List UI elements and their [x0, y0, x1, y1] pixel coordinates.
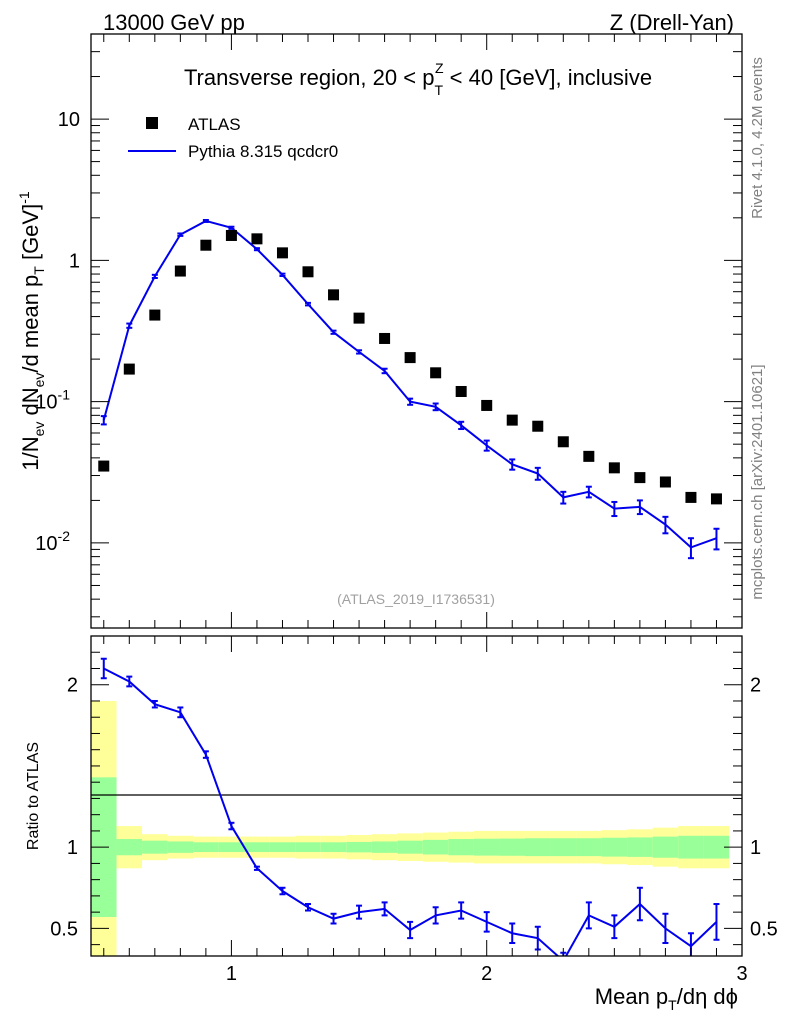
x-axis-label: Mean pT/dη dϕ [595, 984, 738, 1013]
ratio-y-tick-label-right: 0.5 [750, 918, 778, 940]
ratio-band-inner [499, 838, 525, 856]
data-point [174, 265, 186, 277]
ratio-y-label: Ratio to ATLAS [25, 742, 42, 850]
data-point [583, 450, 595, 462]
ratio-y-tick-label: 2 [67, 675, 78, 697]
ratio-band-inner [371, 841, 398, 853]
ratio-y-tick-label-right: 2 [750, 675, 761, 697]
main-y-tick-label: 1 [69, 250, 80, 272]
plot-title: Transverse region, 20 < pTZ < 40 [GeV], … [184, 60, 652, 98]
data-point [685, 491, 697, 503]
data-point [532, 420, 544, 432]
x-tick-label: 2 [481, 963, 492, 985]
data-point [98, 460, 110, 472]
ratio-y-tick-label: 1 [67, 837, 78, 859]
ratio-band-inner [218, 842, 245, 853]
data-point [430, 367, 442, 379]
data-point [149, 309, 161, 321]
ratio-band-inner [142, 840, 168, 854]
data-point [276, 247, 288, 259]
ratio-band-inner [448, 839, 474, 856]
ratio-y-tick-label: 0.5 [50, 918, 78, 940]
ratio-band-inner [473, 838, 500, 856]
data-point [481, 399, 493, 411]
legend-data-label: ATLAS [188, 115, 241, 134]
main-frame [90, 33, 743, 629]
ratio-band-inner [167, 841, 194, 853]
ratio-curve [103, 667, 718, 956]
analysis-id: (ATLAS_2019_I1736531) [337, 591, 495, 607]
ratio-band-inner [703, 835, 730, 859]
data-point [123, 363, 135, 375]
ratio-band-inner [550, 838, 577, 857]
ratio-band-inner [295, 842, 321, 853]
data-point [710, 493, 722, 505]
legend-mc-label: Pythia 8.315 qcdcr0 [188, 142, 338, 161]
data-point [557, 436, 569, 448]
data-point [506, 414, 518, 426]
ratio-band-inner [422, 839, 449, 855]
data-point [225, 229, 237, 241]
ratio-series-group [100, 657, 720, 956]
x-tick-label: 3 [736, 963, 747, 985]
main-y-tick-label: 10-2 [35, 528, 70, 555]
data-point [302, 266, 314, 278]
ratio-panel: 1 2 3 0.5 0.5 1 1 2 2 Ratio to ATLAS [25, 635, 778, 985]
data-point [659, 476, 671, 488]
data-point [634, 472, 646, 484]
data-point [379, 332, 391, 344]
ratio-band-inner [678, 835, 704, 859]
ratio-band-inner [320, 842, 347, 853]
data-point [353, 312, 365, 324]
ratio-frame [90, 635, 743, 957]
data-point [251, 233, 263, 245]
ratio-band-inner [652, 836, 679, 858]
data-point [455, 385, 467, 397]
legend-data-marker [146, 117, 158, 129]
ratio-band-inner [116, 839, 143, 856]
ratio-band-inner [193, 842, 219, 853]
process-label: Z (Drell-Yan) [610, 10, 734, 35]
mc-curve [102, 219, 717, 549]
main-y-tick-label: 10 [58, 109, 80, 131]
rivet-label: Rivet 4.1.0, 4.2M events [749, 57, 766, 219]
data-point [200, 239, 212, 251]
ratio-band-inner [576, 838, 602, 857]
ratio-band-inner [627, 837, 653, 857]
data-point [608, 462, 620, 474]
x-tick-label: 1 [226, 963, 237, 985]
source-label: mcplots.cern.ch [arXiv:2401.10621] [749, 364, 766, 599]
ratio-band-inner [525, 838, 551, 857]
energy-label: 13000 GeV pp [103, 10, 245, 35]
data-point [328, 289, 340, 301]
ratio-band-inner [601, 837, 628, 857]
ratio-band-inner [397, 840, 423, 854]
ratio-band-inner [346, 841, 372, 853]
ratio-band-inner [269, 842, 296, 853]
data-point [404, 352, 416, 364]
ratio-y-tick-label-right: 1 [750, 837, 761, 859]
main-y-label: 1/Nev dNev/d mean pT [GeV]-1 [16, 191, 47, 471]
ratio-band-inner [244, 842, 270, 853]
